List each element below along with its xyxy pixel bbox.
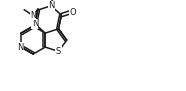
Text: N: N bbox=[48, 1, 55, 10]
Text: N: N bbox=[30, 11, 36, 20]
Text: N: N bbox=[32, 19, 38, 28]
Text: O: O bbox=[69, 8, 76, 17]
Text: N: N bbox=[17, 43, 23, 52]
Text: S: S bbox=[56, 47, 61, 56]
